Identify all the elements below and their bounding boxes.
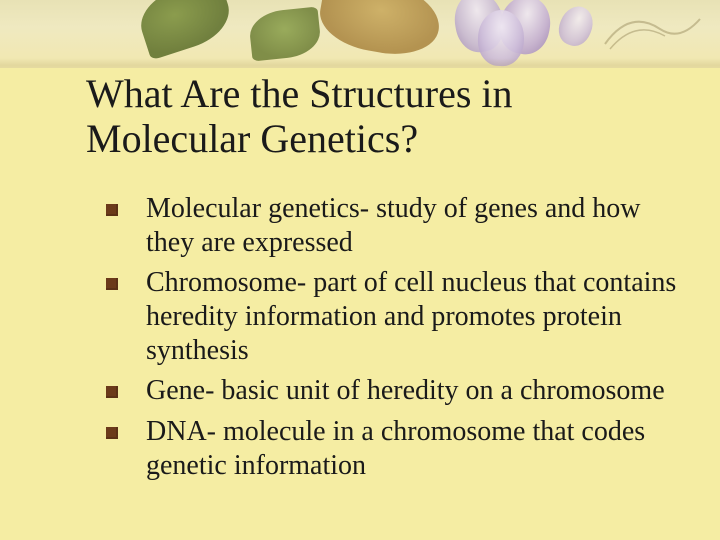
list-item: DNA- molecule in a chromosome that codes…	[106, 415, 680, 483]
leaf-icon	[315, 0, 445, 62]
list-item: Gene- basic unit of heredity on a chromo…	[106, 374, 680, 408]
list-item: Chromosome- part of cell nucleus that co…	[106, 266, 680, 368]
leaf-icon	[133, 0, 237, 60]
flower-petal-icon	[554, 1, 599, 50]
slide-content: What Are the Structures in Molecular Gen…	[86, 72, 680, 520]
list-item: Molecular genetics- study of genes and h…	[106, 192, 680, 260]
bullet-list: Molecular genetics- study of genes and h…	[86, 192, 680, 483]
decorative-banner	[0, 0, 720, 68]
leaf-icon	[248, 6, 323, 61]
slide-title: What Are the Structures in Molecular Gen…	[86, 72, 680, 162]
swirl-icon	[600, 4, 710, 54]
banner-shadow	[0, 58, 720, 68]
